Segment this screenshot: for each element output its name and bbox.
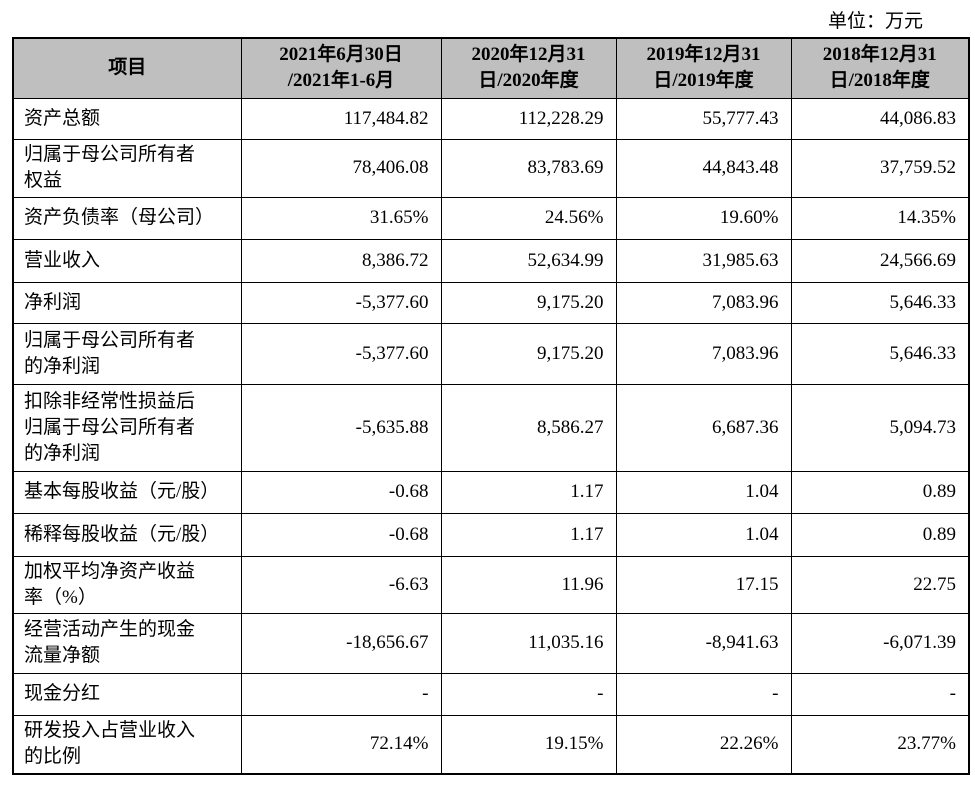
header-cell: 2019年12月31 日/2019年度 xyxy=(615,37,792,99)
table-row: 基本每股收益（元/股） -0.68 1.17 1.04 0.89 xyxy=(12,470,970,514)
value-cell: 0.89 xyxy=(790,512,970,557)
value-cell: 1.17 xyxy=(440,512,617,557)
value-cell: 24,566.69 xyxy=(790,238,970,283)
value-cell: -6.63 xyxy=(240,555,442,614)
row-label: 经营活动产生的现金 流量净额 xyxy=(12,612,242,674)
value-cell: 11.96 xyxy=(440,555,617,614)
table-row: 经营活动产生的现金 流量净额 -18,656.67 11,035.16 -8,941.… xyxy=(12,612,970,674)
row-label: 研发投入占营业收入 的比例 xyxy=(12,714,242,775)
row-label: 资产总额 xyxy=(12,97,242,140)
value-cell: - xyxy=(790,672,970,716)
table-row: 稀释每股收益（元/股） -0.68 1.17 1.04 0.89 xyxy=(12,512,970,557)
financial-table: 项目 2021年6月30日 /2021年1-6月 2020年12月31 日/2020… xyxy=(12,37,970,775)
value-cell: 1.04 xyxy=(615,470,792,514)
table-row: 归属于母公司所有者 的净利润 -5,377.60 9,175.20 7,083.96 5… xyxy=(12,322,970,385)
value-cell: -6,071.39 xyxy=(790,612,970,674)
row-label: 资产负债率（母公司） xyxy=(12,196,242,240)
value-cell: 0.89 xyxy=(790,470,970,514)
value-cell: 9,175.20 xyxy=(440,281,617,324)
value-cell: 5,094.73 xyxy=(790,383,970,472)
value-cell: -8,941.63 xyxy=(615,612,792,674)
value-cell: -5,377.60 xyxy=(240,322,442,385)
value-cell: 112,228.29 xyxy=(440,97,617,140)
unit-note: 单位：万元 xyxy=(827,11,923,32)
header-cell: 项目 xyxy=(12,37,242,99)
value-cell: 7,083.96 xyxy=(615,281,792,324)
value-cell: 55,777.43 xyxy=(615,97,792,140)
table-row: 净利润 -5,377.60 9,175.20 7,083.96 5,646.33 xyxy=(12,281,970,324)
value-cell: 52,634.99 xyxy=(440,238,617,283)
value-cell: 14.35% xyxy=(790,196,970,240)
value-cell: 5,646.33 xyxy=(790,322,970,385)
table-row: 现金分红 - - - - xyxy=(12,672,970,716)
value-cell: 78,406.08 xyxy=(240,138,442,198)
table-row: 营业收入 8,386.72 52,634.99 31,985.63 24,566.69 xyxy=(12,238,970,283)
row-label: 归属于母公司所有者 的净利润 xyxy=(12,322,242,385)
value-cell: - xyxy=(440,672,617,716)
value-cell: 37,759.52 xyxy=(790,138,970,198)
value-cell: 1.04 xyxy=(615,512,792,557)
value-cell: 22.26% xyxy=(615,714,792,775)
header-cell: 2021年6月30日 /2021年1-6月 xyxy=(240,37,442,99)
value-cell: 44,843.48 xyxy=(615,138,792,198)
row-label: 现金分红 xyxy=(12,672,242,716)
row-label: 归属于母公司所有者 权益 xyxy=(12,138,242,198)
row-label: 营业收入 xyxy=(12,238,242,283)
value-cell: - xyxy=(615,672,792,716)
table-row: 扣除非经常性损益后 归属于母公司所有者 的净利润 -5,635.88 8,586.2… xyxy=(12,383,970,472)
table-body: 资产总额 117,484.82 112,228.29 55,777.43 44,086.… xyxy=(12,97,970,775)
header-cell: 2018年12月31 日/2018年度 xyxy=(790,37,970,99)
value-cell: 83,783.69 xyxy=(440,138,617,198)
value-cell: 23.77% xyxy=(790,714,970,775)
table-row: 归属于母公司所有者 权益 78,406.08 83,783.69 44,843.48 3… xyxy=(12,138,970,198)
value-cell: 22.75 xyxy=(790,555,970,614)
value-cell: 9,175.20 xyxy=(440,322,617,385)
value-cell: - xyxy=(240,672,442,716)
row-label: 加权平均净资产收益 率（%） xyxy=(12,555,242,614)
value-cell: 19.60% xyxy=(615,196,792,240)
value-cell: 31,985.63 xyxy=(615,238,792,283)
value-cell: 17.15 xyxy=(615,555,792,614)
value-cell: 24.56% xyxy=(440,196,617,240)
value-cell: -5,635.88 xyxy=(240,383,442,472)
row-label: 基本每股收益（元/股） xyxy=(12,470,242,514)
value-cell: 8,386.72 xyxy=(240,238,442,283)
value-cell: 72.14% xyxy=(240,714,442,775)
table-row: 资产负债率（母公司） 31.65% 24.56% 19.60% 14.35% xyxy=(12,196,970,240)
value-cell: 44,086.83 xyxy=(790,97,970,140)
value-cell: -5,377.60 xyxy=(240,281,442,324)
value-cell: 7,083.96 xyxy=(615,322,792,385)
value-cell: 8,586.27 xyxy=(440,383,617,472)
table-row: 资产总额 117,484.82 112,228.29 55,777.43 44,086.… xyxy=(12,97,970,140)
header-cell: 2020年12月31 日/2020年度 xyxy=(440,37,617,99)
value-cell: 19.15% xyxy=(440,714,617,775)
value-cell: 5,646.33 xyxy=(790,281,970,324)
value-cell: 117,484.82 xyxy=(240,97,442,140)
value-cell: -0.68 xyxy=(240,512,442,557)
header-row: 项目 2021年6月30日 /2021年1-6月 2020年12月31 日/2020… xyxy=(12,37,970,99)
table-row: 研发投入占营业收入 的比例 72.14% 19.15% 22.26% 23.77% xyxy=(12,714,970,775)
table-row: 加权平均净资产收益 率（%） -6.63 11.96 17.15 22.75 xyxy=(12,555,970,614)
value-cell: -18,656.67 xyxy=(240,612,442,674)
value-cell: -0.68 xyxy=(240,470,442,514)
table-header: 项目 2021年6月30日 /2021年1-6月 2020年12月31 日/2020… xyxy=(12,37,970,99)
row-label: 净利润 xyxy=(12,281,242,324)
row-label: 稀释每股收益（元/股） xyxy=(12,512,242,557)
value-cell: 11,035.16 xyxy=(440,612,617,674)
value-cell: 1.17 xyxy=(440,470,617,514)
row-label: 扣除非经常性损益后 归属于母公司所有者 的净利润 xyxy=(12,383,242,472)
value-cell: 6,687.36 xyxy=(615,383,792,472)
value-cell: 31.65% xyxy=(240,196,442,240)
